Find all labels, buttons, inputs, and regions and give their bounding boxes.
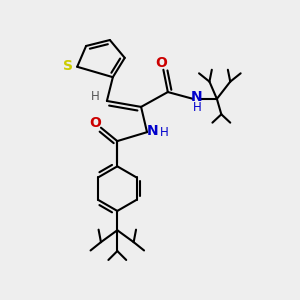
Text: O: O — [155, 56, 167, 70]
Text: N: N — [191, 89, 203, 103]
Text: H: H — [91, 90, 100, 103]
Text: S: S — [63, 59, 73, 73]
Text: N: N — [147, 124, 159, 138]
Text: O: O — [89, 116, 101, 130]
Text: H: H — [160, 126, 169, 139]
Text: H: H — [193, 101, 201, 114]
